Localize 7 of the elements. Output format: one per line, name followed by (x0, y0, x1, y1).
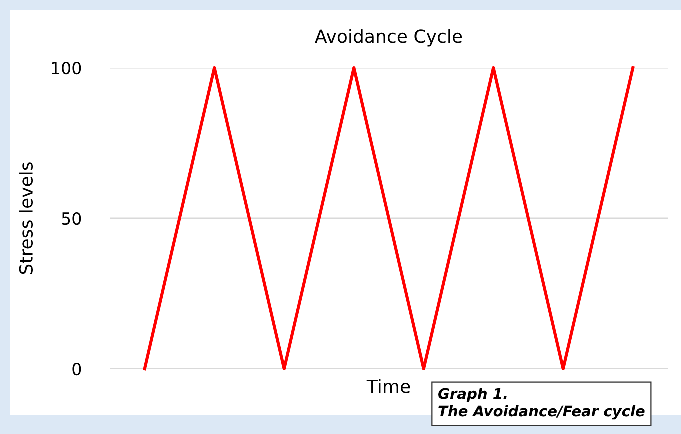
chart-title: Avoidance Cycle (315, 29, 462, 47)
x-axis-title: Time (366, 379, 410, 394)
y-tick-label: 50 (62, 212, 82, 226)
y-tick-label: 0 (72, 362, 82, 376)
y-axis-title: Stress levels (19, 162, 34, 274)
y-tick-label: 100 (52, 62, 82, 75)
caption: Graph 1. The Avoidance/Fear cycle (438, 388, 645, 420)
